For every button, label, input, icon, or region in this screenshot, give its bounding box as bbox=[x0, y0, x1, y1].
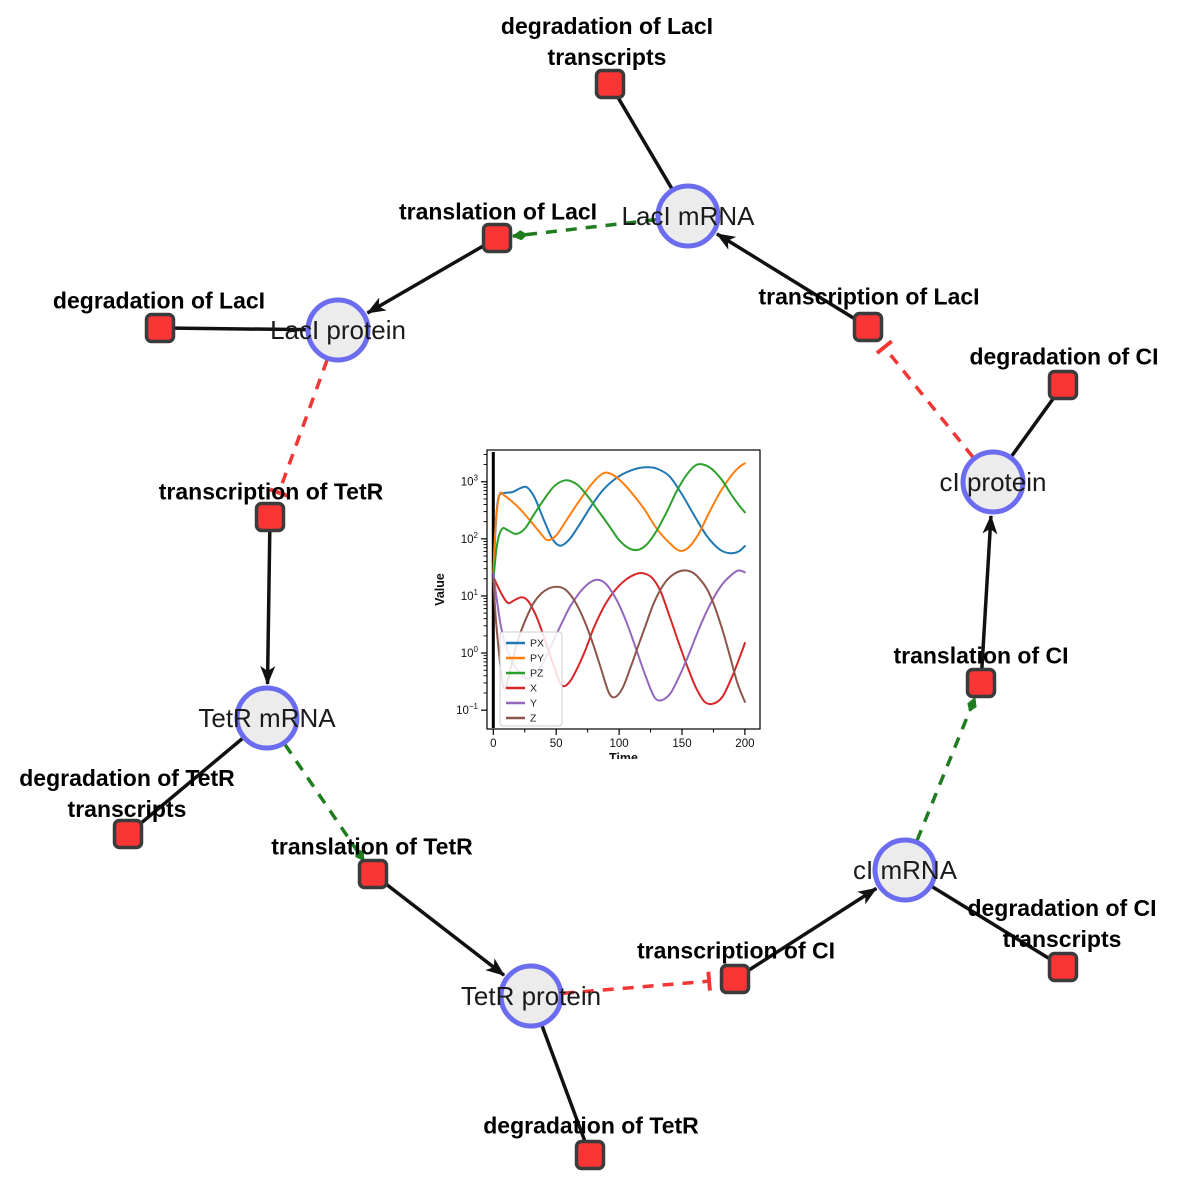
y-tick-label: 103 bbox=[461, 474, 479, 489]
legend-label-PY: PY bbox=[530, 653, 544, 665]
legend-label-PX: PX bbox=[530, 638, 544, 650]
axis-ticks: 0 50 100 150 200 10−1 100 101 102 103 bbox=[456, 454, 754, 750]
nodes-layer bbox=[112, 68, 1079, 1171]
edge-consumption-ci-protein-to-deg-ci bbox=[1010, 396, 1056, 458]
legend-label-Y: Y bbox=[530, 698, 537, 710]
y-tick-label: 101 bbox=[461, 588, 479, 603]
legend-label-X: X bbox=[530, 683, 537, 695]
edge-consumption-tetr-protein-to-deg-tetr bbox=[540, 1025, 587, 1142]
y-tick-label: 10−1 bbox=[456, 702, 478, 717]
edge-inhibition-laci-protein-to-tc-tetr bbox=[269, 359, 329, 498]
reaction-node-deg-laci[interactable] bbox=[144, 312, 176, 344]
species-node-ci-protein[interactable] bbox=[960, 449, 1026, 515]
reaction-node-tc-ci[interactable] bbox=[719, 963, 751, 995]
reaction-node-tl-laci[interactable] bbox=[481, 222, 513, 254]
x-axis-label: Time bbox=[609, 751, 638, 759]
y-tick-label: 100 bbox=[461, 645, 479, 660]
reaction-node-deg-tetr-tx[interactable] bbox=[112, 818, 144, 850]
y-tick-label: 102 bbox=[461, 531, 479, 546]
edge-modifier-laci-mrna-to-tl-laci bbox=[511, 217, 657, 241]
reaction-node-deg-ci-tx[interactable] bbox=[1047, 951, 1079, 983]
edge-production-tc-ci-to-ci-mrna bbox=[746, 886, 878, 973]
edge-inhibition-tetr-protein-to-tc-ci bbox=[562, 971, 712, 996]
inset-plot: 0 50 100 150 200 10−1 100 101 102 103 Time Value PX P… bbox=[432, 437, 768, 765]
species-node-ci-mrna[interactable] bbox=[872, 837, 938, 903]
reaction-node-tc-tetr[interactable] bbox=[254, 501, 286, 533]
x-tick-label: 50 bbox=[550, 738, 563, 750]
legend-label-PZ: PZ bbox=[530, 668, 544, 680]
inset-plot-svg: 0 50 100 150 20010−1100101102103TimeValuePXP… bbox=[433, 449, 761, 765]
edges-layer bbox=[138, 96, 1056, 1142]
edge-production-tl-ci-to-ci-protein bbox=[980, 514, 998, 669]
edge-production-tl-laci-to-laci-protein bbox=[366, 243, 485, 315]
x-tick-label: 200 bbox=[735, 738, 754, 750]
edge-modifier-ci-mrna-to-tl-ci bbox=[915, 696, 977, 842]
legend-label-Z: Z bbox=[530, 713, 537, 725]
edge-consumption-tetr-mrna-to-deg-tetr-tx bbox=[138, 737, 244, 826]
reaction-node-deg-ci[interactable] bbox=[1047, 369, 1079, 401]
edge-consumption-laci-mrna-to-deg-laci-tx bbox=[616, 96, 674, 190]
edge-production-tc-laci-to-laci-mrna bbox=[716, 232, 857, 321]
x-tick-label: 100 bbox=[610, 738, 629, 750]
legend: PX PY PZ XYZ bbox=[499, 631, 563, 727]
reaction-node-tl-ci[interactable] bbox=[965, 667, 997, 699]
plot-frame bbox=[486, 449, 761, 730]
reaction-node-deg-laci-tx[interactable] bbox=[594, 68, 626, 100]
edge-production-tc-tetr-to-tetr-mrna bbox=[260, 531, 276, 686]
reaction-node-deg-tetr[interactable] bbox=[574, 1139, 606, 1171]
reaction-node-tl-tetr[interactable] bbox=[357, 858, 389, 890]
y-axis-label: Value bbox=[433, 573, 447, 606]
edge-modifier-tetr-mrna-to-tl-tetr bbox=[283, 743, 366, 862]
edge-consumption-laci-protein-to-deg-laci bbox=[174, 326, 307, 332]
series-line-PY bbox=[492, 462, 746, 575]
series-line-PZ bbox=[492, 463, 746, 583]
reaction-node-tc-laci[interactable] bbox=[852, 311, 884, 343]
series-line-PX bbox=[492, 466, 746, 580]
series-line-X bbox=[492, 571, 746, 706]
edge-inhibition-ci-protein-to-tc-laci bbox=[875, 339, 975, 459]
species-node-laci-mrna[interactable] bbox=[655, 183, 721, 249]
x-tick-label: 0 bbox=[490, 738, 496, 750]
species-node-laci-protein[interactable] bbox=[305, 297, 371, 363]
edge-consumption-ci-mrna-to-deg-ci-tx bbox=[931, 885, 1052, 961]
x-tick-label: 150 bbox=[672, 738, 691, 750]
species-node-tetr-mrna[interactable] bbox=[234, 685, 300, 751]
species-node-tetr-protein[interactable] bbox=[498, 963, 564, 1029]
edge-production-tl-tetr-to-tetr-protein bbox=[383, 881, 506, 977]
